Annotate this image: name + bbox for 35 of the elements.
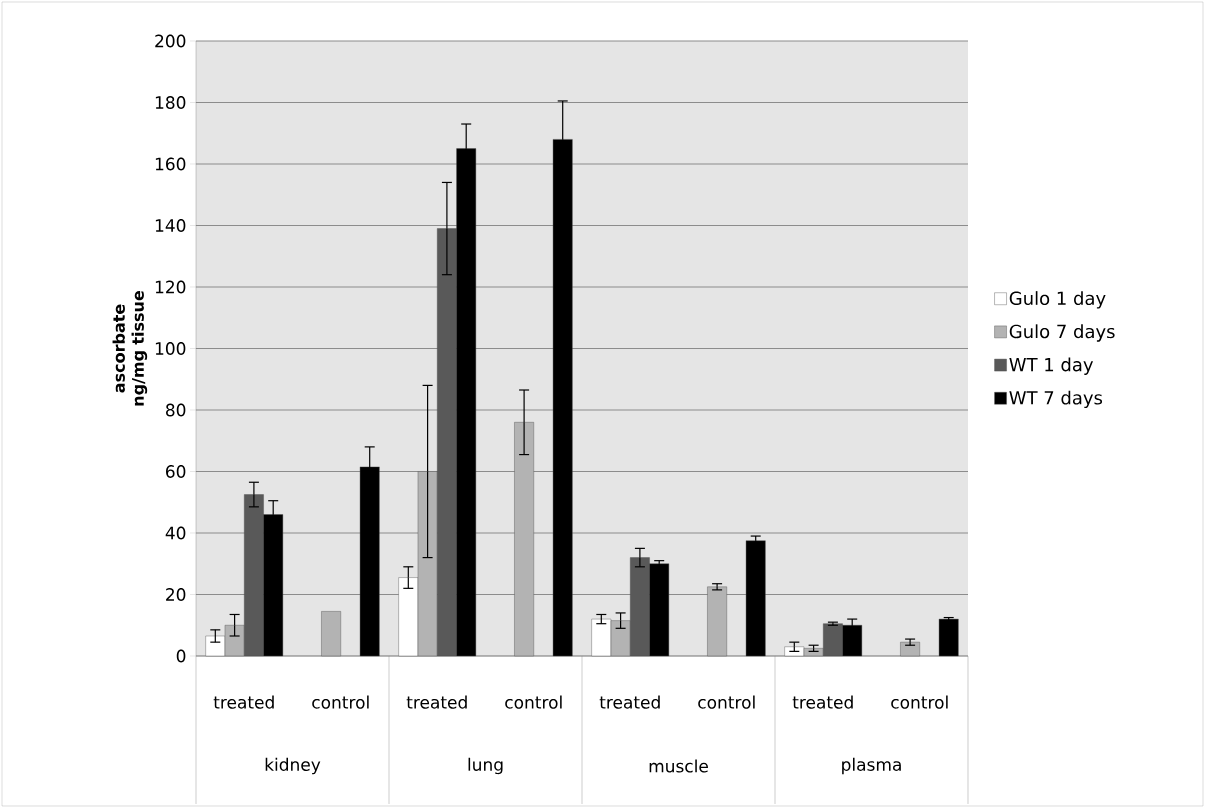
x-tick-label: control — [891, 695, 948, 709]
text: kidney — [265, 757, 321, 775]
bar — [552, 139, 573, 657]
bar — [900, 641, 920, 657]
text: lung — [468, 757, 503, 775]
y-tick-label: 80 — [166, 403, 186, 417]
x-tick-label: control — [505, 695, 562, 709]
y-tick-label: 180 — [155, 96, 186, 109]
y-tick-label: 160 — [155, 157, 186, 171]
x-tick-label: control — [312, 695, 369, 709]
bar — [707, 586, 727, 657]
legend-label: WT 7 days — [1009, 390, 1103, 409]
y-tick-label: 100 — [155, 342, 186, 355]
y-tick-label: 140 — [155, 219, 186, 232]
legend-label: WT 1 day — [1009, 357, 1094, 375]
x-tick-label: treated — [406, 695, 467, 709]
x-tick-label: treated — [792, 695, 853, 709]
y-tick-label: 120 — [155, 280, 186, 294]
y-tick-label: 40 — [165, 526, 186, 540]
bar — [745, 540, 766, 657]
y-tick-label: 60 — [166, 465, 186, 478]
text: muscle — [649, 759, 708, 773]
bar — [938, 618, 959, 657]
legend-label: Gulo 7 days — [1009, 324, 1115, 342]
x-tick-label: treated — [213, 695, 274, 709]
y-tick-label: 20 — [166, 588, 186, 601]
x-tick-label: treated — [599, 695, 660, 709]
bar — [321, 611, 341, 657]
text: plasma — [842, 757, 901, 775]
bar — [514, 422, 534, 657]
y-tick-label: 200 — [155, 34, 186, 48]
y-tick-label: 0 — [176, 649, 186, 663]
x-tick-label: control — [698, 695, 755, 709]
legend-label: Gulo 1 day — [1009, 291, 1106, 309]
y-axis-title: ascorbate ng/mg tissue — [112, 290, 148, 406]
